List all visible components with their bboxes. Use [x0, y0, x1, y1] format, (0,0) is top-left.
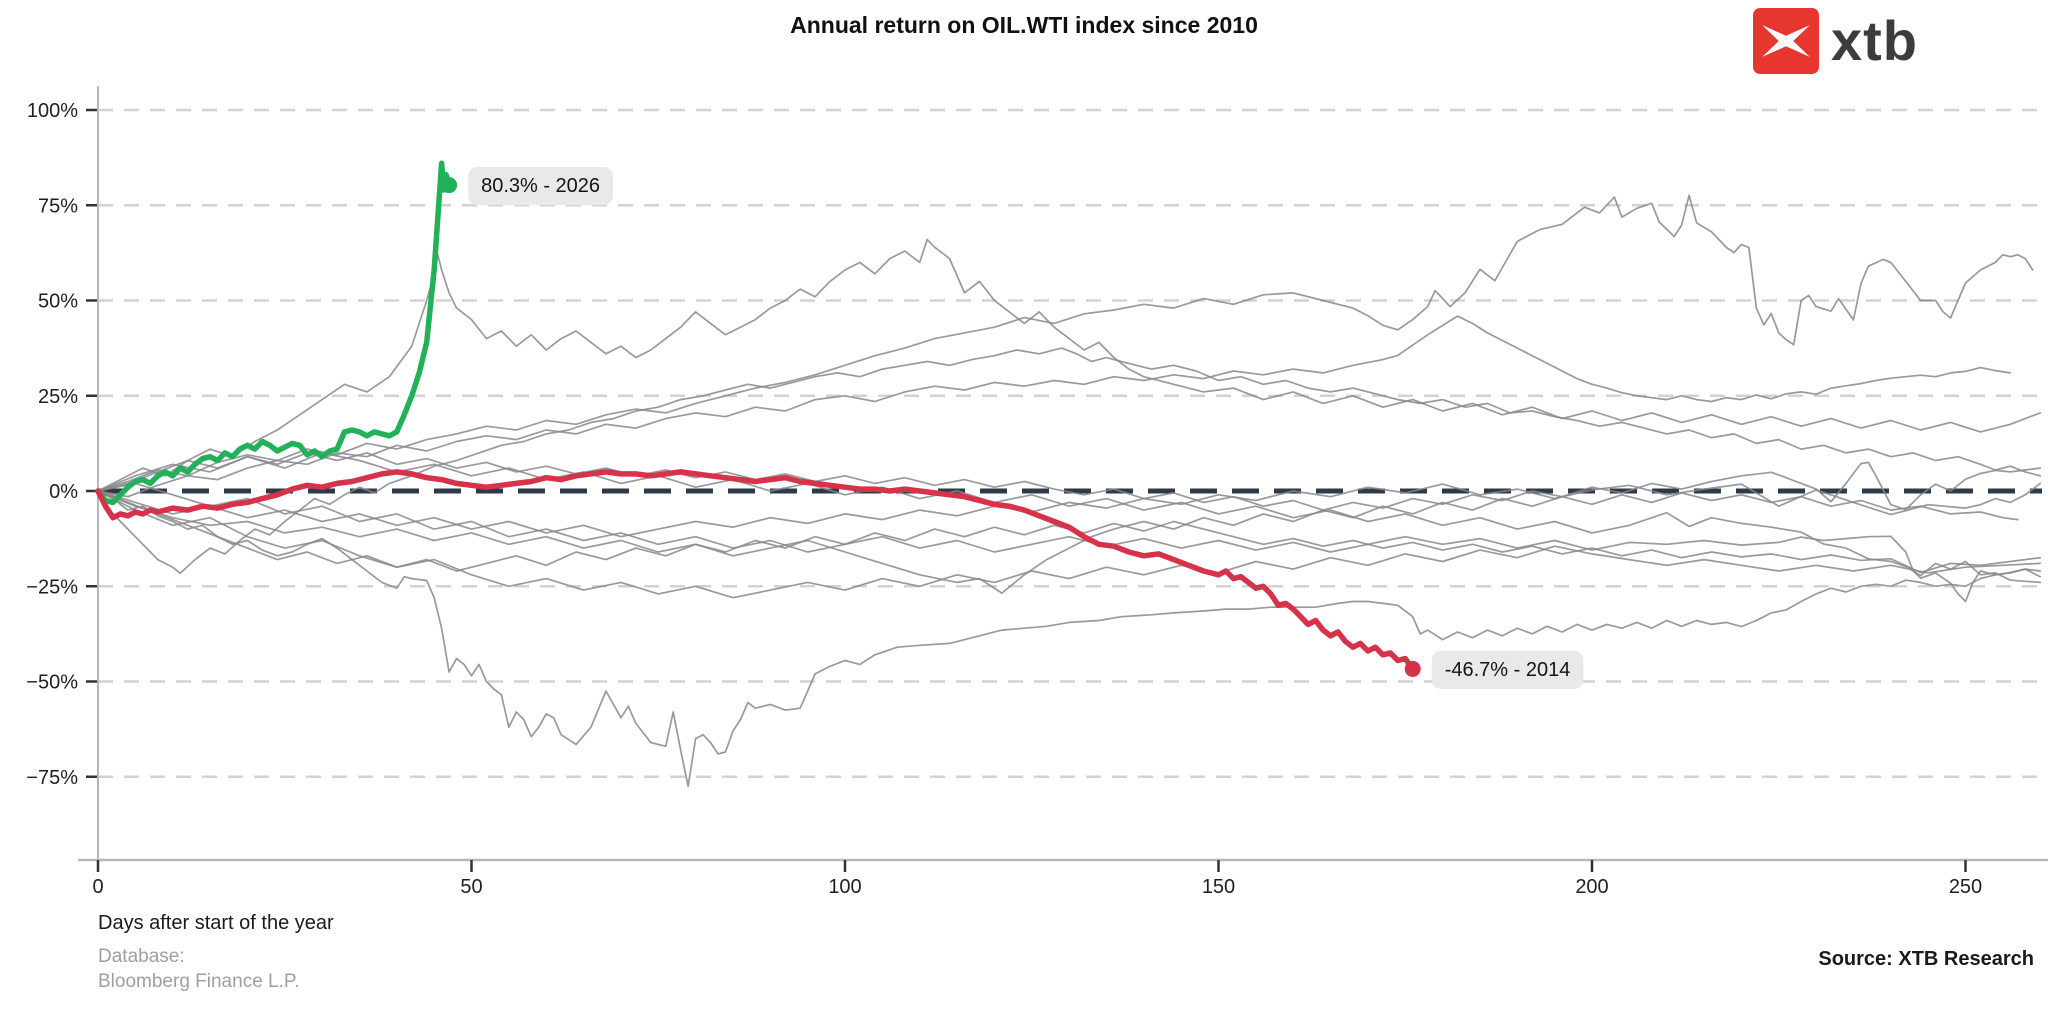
- database-note-line1: Database:: [98, 946, 185, 967]
- xtb-logo-text: xtb: [1831, 9, 1918, 72]
- series-endpoint-dot-2014: [1404, 660, 1421, 677]
- y-tick-label-25: 25%: [38, 386, 78, 408]
- series-line-other-11: [97, 238, 2042, 492]
- series-line-other-2: [97, 194, 2034, 492]
- source-note: Source: XTB Research: [1818, 948, 2034, 970]
- annotation-box-2026: [468, 167, 614, 206]
- y-tick-label-75: 75%: [38, 195, 78, 217]
- database-note: Database: Bloomberg Finance L.P.: [98, 944, 299, 994]
- xtb-logo: xtb: [1753, 8, 1918, 74]
- series-line-other-8: [97, 482, 2042, 603]
- database-note-line2: Bloomberg Finance L.P.: [98, 971, 300, 992]
- series-line-other-4: [97, 452, 2042, 511]
- annotation-box-2014: [1431, 650, 1584, 689]
- series-line-other-1: [97, 490, 2042, 788]
- series-line-other-9: [97, 452, 2042, 584]
- y-tick-label-100: 100%: [27, 100, 78, 122]
- series-line-other-6: [97, 490, 2019, 594]
- y-tick-label--25: −25%: [26, 576, 78, 598]
- series-line-other-10: [97, 490, 2042, 599]
- chart-title: Annual return on OIL.WTI index since 201…: [790, 12, 1258, 38]
- y-tick-label-50: 50%: [38, 291, 78, 313]
- x-tick-label-0: 0: [92, 876, 103, 898]
- series-endpoint-dot-2026: [441, 177, 458, 194]
- x-axis-title: Days after start of the year: [98, 912, 334, 934]
- series-line-2026: [95, 160, 452, 506]
- y-tick-label--50: −50%: [26, 672, 78, 694]
- x-tick-label-100: 100: [828, 876, 861, 898]
- y-tick-label-0: 0%: [49, 481, 78, 503]
- series-line-other-3: [97, 315, 2012, 498]
- xtb-logo-icon: [1753, 8, 1819, 74]
- annotation-text-2026: 80.3% - 2026: [481, 175, 600, 197]
- y-tick-label--75: −75%: [26, 767, 78, 789]
- series-line-other-5: [97, 482, 2042, 538]
- x-tick-label-250: 250: [1949, 876, 1982, 898]
- x-tick-label-150: 150: [1202, 876, 1235, 898]
- annotation-text-2014: -46.7% - 2014: [1445, 659, 1571, 681]
- x-tick-label-50: 50: [460, 876, 482, 898]
- series-line-2014: [95, 469, 1416, 672]
- series-line-other-12: [97, 347, 2042, 575]
- x-tick-label-200: 200: [1575, 876, 1608, 898]
